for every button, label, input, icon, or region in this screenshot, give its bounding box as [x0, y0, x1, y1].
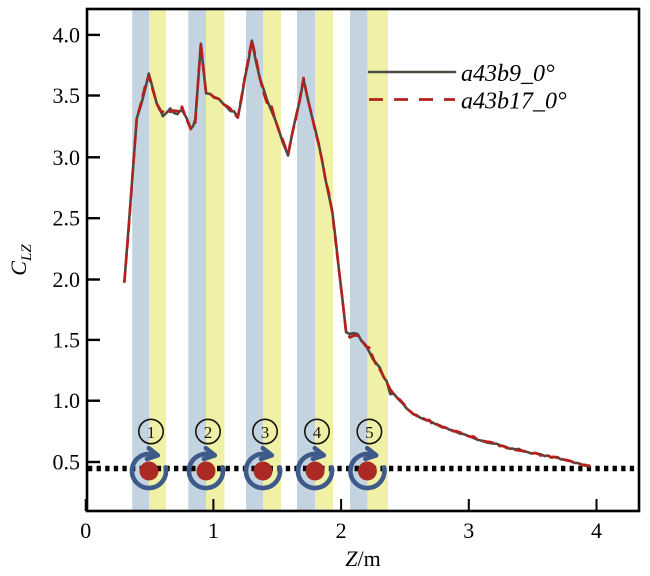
svg-text:a43b17_0°: a43b17_0°	[461, 89, 567, 115]
svg-text:3: 3	[261, 423, 270, 442]
svg-text:1: 1	[208, 518, 219, 543]
svg-text:CLZ: CLZ	[6, 244, 35, 276]
svg-text:4: 4	[313, 423, 322, 442]
svg-text:2.5: 2.5	[53, 206, 81, 231]
svg-text:Z/m: Z/m	[345, 546, 380, 571]
svg-text:4: 4	[591, 518, 602, 543]
svg-text:0.5: 0.5	[53, 450, 81, 475]
svg-text:a43b9_0°: a43b9_0°	[461, 61, 555, 87]
svg-text:4.0: 4.0	[53, 23, 81, 48]
svg-text:5: 5	[365, 423, 374, 442]
svg-text:2: 2	[204, 423, 213, 442]
svg-text:3.5: 3.5	[53, 83, 81, 108]
svg-text:1.5: 1.5	[53, 327, 81, 352]
svg-text:0: 0	[80, 518, 91, 543]
svg-text:3.0: 3.0	[53, 145, 81, 170]
svg-text:3: 3	[463, 518, 474, 543]
svg-text:2: 2	[336, 518, 347, 543]
svg-text:2.0: 2.0	[53, 267, 81, 292]
svg-text:1.0: 1.0	[53, 388, 81, 413]
svg-text:1: 1	[147, 423, 156, 442]
